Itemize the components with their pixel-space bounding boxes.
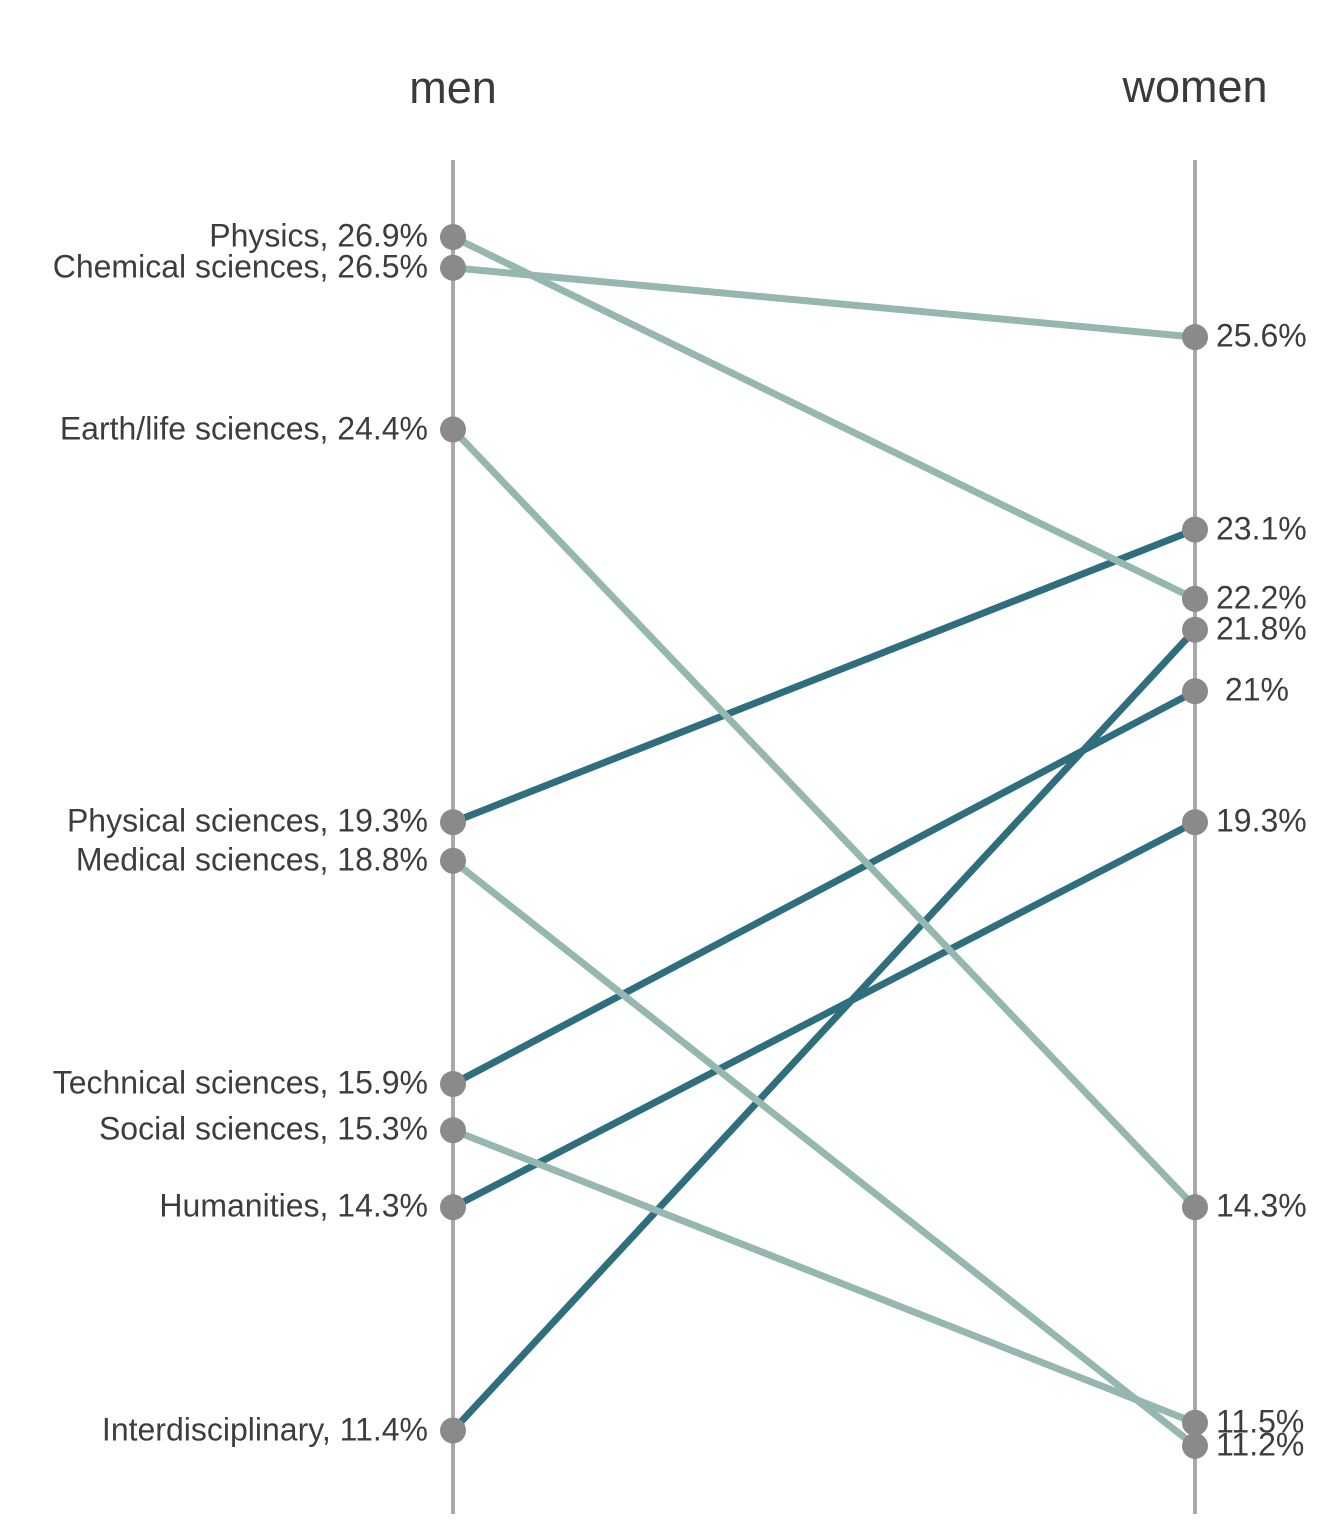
slope-line-earth-life-sciences [450,427,1198,1210]
label-women-physical-sciences: 23.1% [1216,510,1307,547]
slope-line-physical-sciences [451,526,1197,826]
label-women-chemical-sciences: 25.6% [1216,317,1307,354]
label-men-interdisciplinary: Interdisciplinary, 11.4% [101,1411,428,1448]
column-title-men: men [409,62,497,113]
dot-women-interdisciplinary [1182,616,1208,643]
dot-women-technical-sciences [1182,678,1208,705]
label-women-social-sciences: 11.5% [1216,1403,1305,1440]
dot-women-social-sciences [1182,1409,1208,1436]
dot-men-medical-sciences [440,847,466,874]
label-women-humanities: 19.3% [1216,802,1307,839]
slope-line-technical-sciences [451,688,1197,1088]
label-women-technical-sciences: 21% [1216,671,1289,708]
dot-men-chemical-sciences [440,254,466,281]
slope-line-social-sciences [451,1126,1197,1427]
dot-men-technical-sciences [440,1071,466,1097]
dot-men-interdisciplinary [440,1417,466,1444]
label-women-earth-life-sciences: 14.3% [1216,1187,1307,1224]
column-title-women: women [1122,61,1268,112]
slope-line-humanities [451,819,1197,1211]
dot-men-social-sciences [440,1117,466,1144]
label-men-social-sciences: Social sciences, 15.3% [98,1110,428,1147]
dot-women-chemical-sciences [1182,324,1208,351]
slope-line-interdisciplinary [450,627,1198,1433]
label-men-physics: Physics, 26.9% [209,217,428,254]
label-women-physics: 22.2% [1216,579,1307,616]
label-men-earth-life-sciences: Earth/life sciences, 24.4% [59,410,428,447]
slope-line-chemical-sciences [452,264,1196,341]
label-women-medical-sciences: 11.2% [1216,1426,1305,1463]
slope-line-physics [451,233,1197,603]
dot-women-physics [1182,585,1208,612]
dot-men-physical-sciences [440,809,466,836]
label-men-humanities: Humanities, 14.3% [159,1187,428,1224]
slope-line-medical-sciences [450,857,1198,1449]
label-men-chemical-sciences: Chemical sciences, 26.5% [52,248,428,285]
dot-women-medical-sciences [1182,1432,1208,1459]
dot-women-humanities [1182,809,1208,836]
label-women-interdisciplinary: 21.8% [1216,610,1307,647]
dot-men-humanities [440,1194,466,1221]
dot-men-earth-life-sciences [440,416,466,443]
dot-men-physics [440,224,466,250]
dot-women-earth-life-sciences [1182,1194,1208,1221]
label-men-physical-sciences: Physical sciences, 19.3% [66,802,428,839]
label-men-technical-sciences: Technical sciences, 15.9% [52,1064,428,1101]
dot-women-physical-sciences [1182,516,1208,543]
label-men-medical-sciences: Medical sciences, 18.8% [75,841,428,878]
